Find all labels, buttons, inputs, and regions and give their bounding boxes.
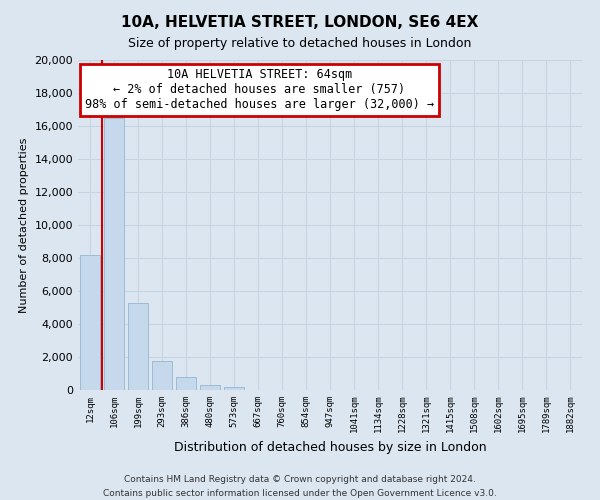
Bar: [224, 386, 244, 390]
Text: 10A HELVETIA STREET: 64sqm
← 2% of detached houses are smaller (757)
98% of semi: 10A HELVETIA STREET: 64sqm ← 2% of detac…: [85, 68, 434, 112]
Bar: [200, 385, 220, 390]
Y-axis label: Number of detached properties: Number of detached properties: [19, 138, 29, 312]
Bar: [80, 254, 100, 390]
Bar: [128, 302, 148, 390]
Text: Size of property relative to detached houses in London: Size of property relative to detached ho…: [128, 38, 472, 51]
Text: Contains HM Land Registry data © Crown copyright and database right 2024.
Contai: Contains HM Land Registry data © Crown c…: [103, 476, 497, 498]
Bar: [176, 377, 196, 390]
X-axis label: Distribution of detached houses by size in London: Distribution of detached houses by size …: [173, 441, 487, 454]
Bar: [152, 361, 172, 390]
Bar: [104, 118, 124, 390]
Text: 10A, HELVETIA STREET, LONDON, SE6 4EX: 10A, HELVETIA STREET, LONDON, SE6 4EX: [121, 15, 479, 30]
